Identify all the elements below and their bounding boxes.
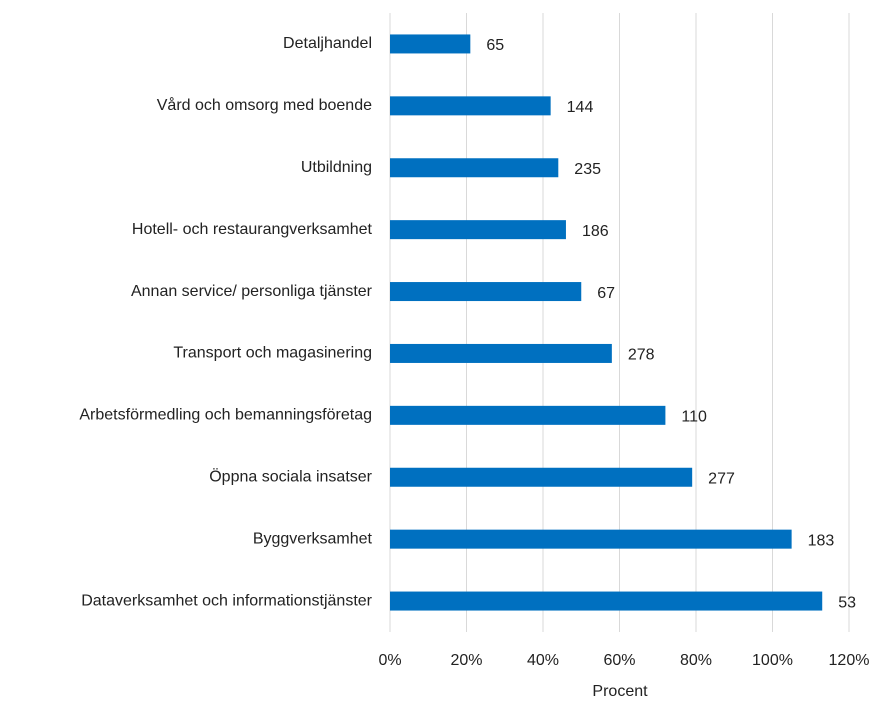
y-tick-label: Öppna sociala insatser [209,467,372,485]
bar [390,282,582,302]
y-tick-label: Arbetsförmedling och bemanningsföretag [79,407,372,424]
x-tick-label: 100% [752,652,793,669]
bar [390,220,566,240]
bar [390,529,792,549]
y-tick-label: Utbildning [301,159,372,176]
data-label: 186 [582,223,609,240]
x-tick-label: 120% [829,652,870,669]
x-tick-label: 80% [680,652,712,669]
y-tick-label: Hotell- och restaurangverksamhet [132,221,373,238]
y-tick-label: Dataverksamhet och informationstjänster [81,592,372,609]
x-tick-label: 60% [603,652,635,669]
x-tick-label: 40% [527,652,559,669]
bar [390,34,471,54]
data-label: 235 [574,161,601,178]
data-label: 278 [628,347,655,364]
bar [390,96,551,116]
bar [390,158,559,178]
y-tick-label: Vård och omsorg med boende [157,96,372,114]
y-tick-label: Annan service/ personliga tjänster [131,283,373,300]
data-label: 53 [838,594,856,611]
bar [390,405,666,425]
x-axis-label: Procent [592,683,648,700]
bar [390,467,693,487]
data-label: 277 [708,470,735,487]
x-tick-label: 0% [378,652,401,669]
y-tick-label: Detaljhandel [283,35,372,52]
data-label: 110 [681,409,707,426]
bar [390,591,823,611]
y-tick-label: Byggverksamhet [253,530,373,547]
data-label: 65 [486,37,504,54]
bar [390,343,612,363]
y-tick-label: Transport och magasinering [173,345,372,362]
data-label: 144 [567,99,594,116]
data-label: 67 [597,285,615,302]
x-tick-label: 20% [450,652,482,669]
data-label: 183 [808,532,835,549]
